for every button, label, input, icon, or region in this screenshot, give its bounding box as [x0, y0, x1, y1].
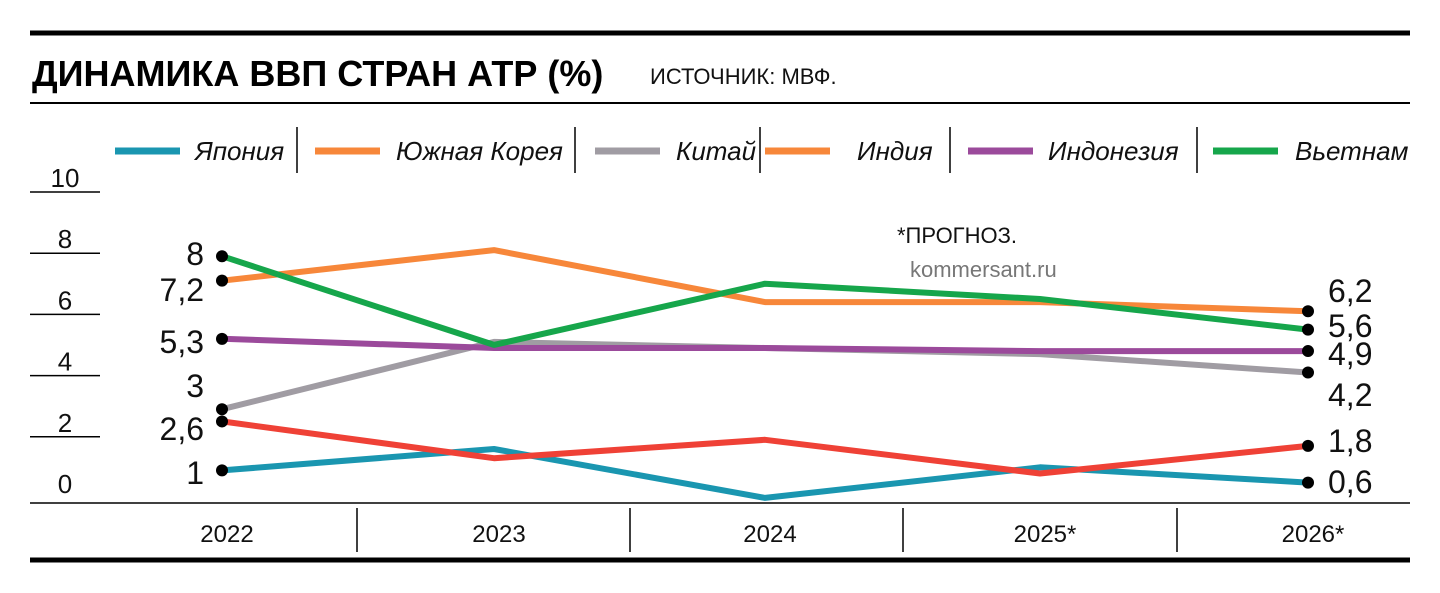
start-value-label: 1 [186, 455, 204, 491]
legend-label: Индонезия [1048, 136, 1179, 166]
chart-title: ДИНАМИКА ВВП СТРАН АТР (%) [32, 53, 603, 94]
y-tick-label: 6 [58, 285, 72, 315]
start-value-label: 2,6 [160, 411, 204, 447]
start-point-dot [216, 415, 228, 428]
x-tick-label: 2022 [200, 521, 253, 548]
y-axis: 0 2 4 6 8 10 [30, 163, 100, 499]
start-value-label: 3 [186, 368, 204, 404]
value-labels: 1 0,6 2,6 1,8 3 4,2 7,2 6,2 5,3 4,9 8 5,6 [160, 236, 1373, 500]
series-line-0 [221, 446, 1309, 501]
chart-source: ИСТОЧНИК: МВФ. [650, 64, 837, 89]
end-point-dot [1302, 366, 1314, 379]
end-value-label: 5,6 [1328, 308, 1372, 344]
start-value-label: 5,3 [160, 324, 204, 360]
forecast-note: *ПРОГНОЗ. [897, 223, 1017, 248]
legend-label: Вьетнам [1295, 136, 1409, 166]
legend: Япония Южная Корея Китай Индия Индонезия Вьет… [115, 127, 1409, 173]
series-line-5 [221, 253, 1309, 348]
series-line-1 [221, 418, 1309, 477]
end-value-label: 4,9 [1328, 336, 1372, 372]
end-point-dot [1302, 439, 1314, 452]
legend-label: Южная Корея [396, 136, 563, 166]
y-tick-label: 2 [58, 408, 72, 438]
start-point-dot [216, 274, 228, 287]
x-tick-label: 2023 [472, 521, 525, 548]
legend-label: Япония [193, 136, 284, 166]
x-tick-label: 2025* [1014, 521, 1077, 548]
y-tick-label: 8 [58, 224, 72, 254]
start-value-label: 8 [186, 236, 204, 272]
y-tick-label: 10 [51, 163, 80, 193]
series-line-3 [221, 247, 1309, 315]
y-tick-label: 0 [58, 469, 72, 499]
x-axis: 2022 2023 2024 2025* 2026* [200, 508, 1344, 552]
x-tick-label: 2024 [743, 521, 796, 548]
legend-label: Китай [676, 136, 756, 166]
start-value-label: 7,2 [160, 272, 204, 308]
end-point-dot [1302, 476, 1314, 489]
start-point-dot [216, 332, 228, 345]
legend-label: Индия [857, 136, 933, 166]
start-point-dot [216, 250, 228, 263]
end-value-label: 4,2 [1328, 377, 1372, 413]
x-tick-label: 2026* [1282, 521, 1345, 548]
series-line-4 [221, 335, 1308, 355]
end-point-dot [1302, 345, 1314, 358]
credit: kommersant.ru [910, 257, 1057, 282]
end-point-dot [1302, 305, 1314, 318]
series-lines [221, 247, 1309, 501]
end-value-label: 6,2 [1328, 273, 1372, 309]
start-point-dot [216, 464, 228, 477]
end-value-label: 0,6 [1328, 464, 1372, 500]
start-point-dot [216, 403, 228, 416]
end-point-dot [1302, 323, 1314, 336]
end-value-label: 1,8 [1328, 423, 1372, 459]
y-tick-label: 4 [58, 347, 72, 377]
